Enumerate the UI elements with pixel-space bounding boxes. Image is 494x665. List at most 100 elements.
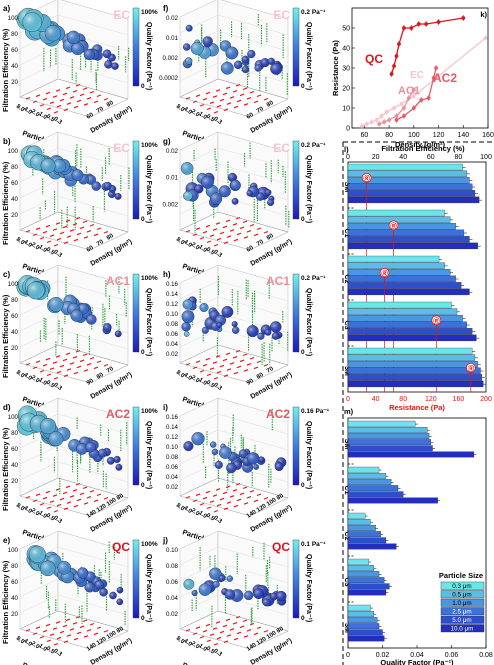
colorbar-max-label: 0.2 Pa⁻¹: [301, 275, 325, 282]
bubble-highlight: [274, 462, 284, 471]
x-tick-label: 60: [360, 132, 368, 139]
data-point-EC: [364, 122, 369, 126]
gridline: [217, 429, 289, 451]
x-tick-label: 1.0: [197, 244, 208, 254]
x-tick-label: 8.0: [175, 503, 186, 513]
floor-marker: [93, 632, 99, 636]
quality-bar: [347, 558, 369, 565]
data-point-QC: [461, 16, 466, 20]
floor-marker: [229, 96, 235, 99]
bubble-highlight: [114, 193, 122, 200]
gridline: [19, 461, 59, 481]
z-tick-label: 0.16: [166, 281, 179, 288]
y-tick-label: 60: [86, 245, 95, 254]
x-tick-label: 0.3: [52, 116, 63, 126]
floor-marker: [242, 220, 248, 224]
legend-swatch: [440, 590, 485, 599]
floor-marker: [35, 94, 41, 97]
gridline: [217, 147, 289, 169]
floor-marker: [222, 92, 228, 96]
z-tick-label: 0.02: [166, 611, 179, 618]
quality-bar: [347, 610, 375, 617]
floor-marker: [232, 90, 238, 93]
colorbar-zero-label: 0: [141, 482, 145, 489]
gridline: [217, 195, 289, 217]
bottom-axis-title: Resistance (Pa): [389, 403, 445, 412]
floor-marker: [213, 376, 219, 380]
fe-axis-title: Filtration Efficiency (%): [1, 560, 10, 644]
data-point-QC: [392, 64, 396, 68]
floor-marker: [209, 633, 215, 636]
bubble-highlight: [253, 464, 259, 470]
floor-marker: [25, 96, 31, 100]
floor-marker: [239, 93, 245, 97]
resistance-marker: [431, 315, 442, 326]
gridline: [217, 413, 289, 435]
resistance-marker: [465, 362, 476, 373]
x-tick-label: 2.0: [190, 508, 201, 518]
floor-marker: [219, 497, 225, 501]
y-tick-label: 120: [256, 636, 268, 647]
data-point-AC1: [406, 96, 411, 100]
floor-marker: [195, 493, 201, 496]
top-axis-title: Filtration Efficiency (%): [381, 144, 465, 153]
z-tick-label: 40: [11, 196, 18, 203]
bubble-highlight: [198, 583, 212, 596]
floor-marker: [249, 223, 255, 227]
series-label-AC1: AC1: [398, 85, 420, 97]
bubble-highlight: [183, 579, 195, 590]
data-point-EC: [411, 94, 416, 98]
floor-marker: [73, 238, 79, 242]
colorbar-max-label: 100%: [141, 142, 158, 149]
data-point-EC: [436, 74, 441, 78]
floor-marker: [86, 363, 92, 366]
efficiency-bar: [347, 321, 467, 328]
floor-marker: [215, 89, 221, 92]
y-tick-label: 100: [106, 630, 118, 641]
efficiency-bar: [347, 288, 470, 296]
efficiency-bar: [347, 262, 445, 269]
bubble-highlight: [40, 560, 56, 576]
bottom-tick-label: 120: [425, 396, 437, 403]
floor-marker: [42, 496, 48, 500]
floor-marker: [253, 233, 259, 237]
legend-swatch: [440, 581, 485, 590]
z-tick-label: 0.01: [166, 175, 179, 182]
data-point-EC: [379, 114, 384, 118]
floor-marker: [59, 497, 65, 501]
bubble-highlight: [181, 310, 195, 323]
bubble-highlight: [116, 587, 124, 594]
efficiency-bar: [347, 314, 463, 322]
bubble-highlight: [70, 309, 83, 322]
bubble-highlight: [258, 456, 265, 463]
quality-bar: [347, 426, 428, 433]
data-point-EC: [392, 106, 396, 110]
data-point-AC2: [411, 106, 416, 110]
floor-marker: [76, 99, 82, 103]
data-point-QC: [409, 26, 414, 30]
floor-marker: [239, 226, 245, 230]
y-tick-label: 80: [256, 372, 265, 381]
bubble-highlight: [181, 322, 191, 332]
gridline: [19, 312, 59, 332]
x-tick-label: 1.0: [37, 643, 48, 653]
floor-marker: [223, 374, 229, 377]
colorbar-zero-label: 0: [141, 216, 145, 223]
floor-marker: [206, 506, 212, 510]
floor-marker: [206, 240, 212, 244]
colorbar-zero-label: 0: [141, 615, 145, 622]
resistance-marker: [361, 172, 372, 183]
z-tick-label: 20: [11, 611, 18, 618]
bubble-highlight: [228, 173, 237, 182]
y-tick-label: 10: [342, 106, 350, 113]
fe-panel-d: 100806040208.04.02.01.00.50.314012010080…: [1, 397, 158, 555]
quality-bar: [347, 420, 416, 427]
x-tick-label: 0: [346, 652, 350, 659]
z-tick-label: 100: [8, 281, 19, 288]
floor-marker: [185, 495, 191, 499]
quality-bar: [347, 466, 380, 473]
efficiency-bar: [347, 275, 456, 282]
efficiency-bar: [347, 354, 476, 361]
x-tick-label: 0.5: [205, 646, 216, 656]
floor-marker: [69, 362, 75, 365]
